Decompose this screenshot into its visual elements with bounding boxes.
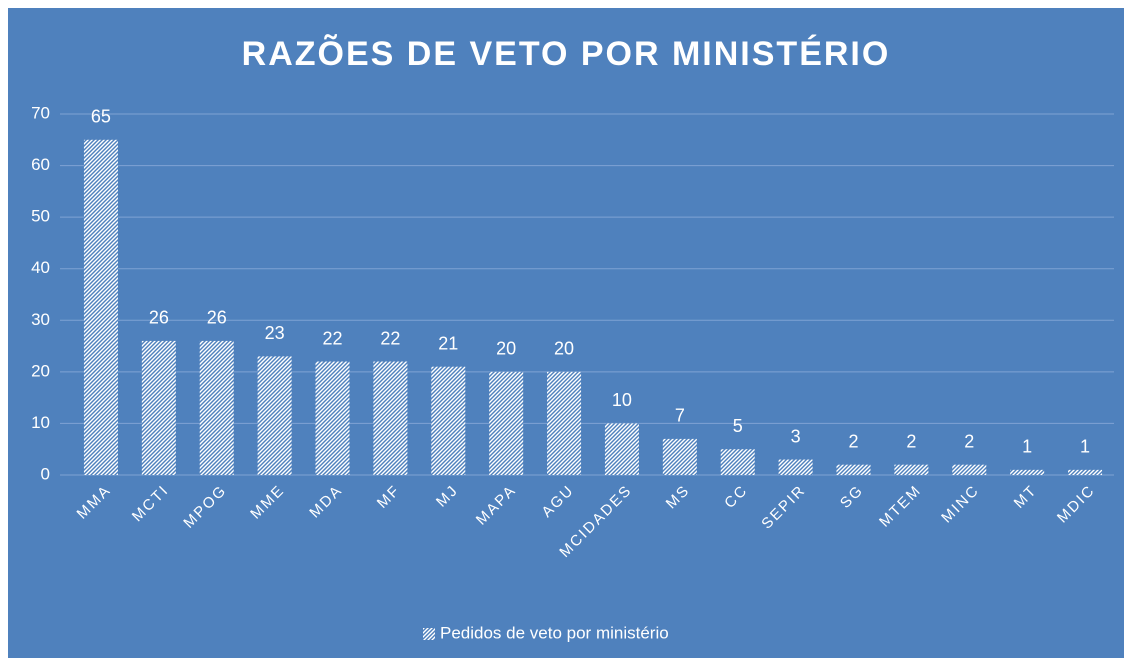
data-label: 26	[149, 308, 169, 328]
bar	[1068, 469, 1103, 475]
data-label: 26	[207, 308, 227, 328]
bar	[894, 464, 929, 475]
data-label: 1	[1022, 437, 1032, 457]
y-tick-label: 70	[31, 103, 50, 122]
bar	[720, 449, 755, 475]
bar	[604, 423, 639, 475]
data-label: 5	[733, 416, 743, 436]
data-label: 10	[612, 390, 632, 410]
bar	[952, 464, 987, 475]
legend-label: Pedidos de veto por ministério	[440, 623, 669, 642]
data-label: 22	[322, 328, 342, 348]
data-label: 2	[848, 431, 858, 451]
bar	[141, 340, 176, 475]
data-label: 2	[906, 431, 916, 451]
y-tick-label: 20	[31, 361, 50, 380]
bar	[778, 459, 813, 475]
data-label: 21	[438, 333, 458, 353]
bar	[373, 361, 408, 475]
data-label: 20	[496, 339, 516, 359]
data-label: 20	[554, 339, 574, 359]
legend-swatch	[423, 628, 435, 640]
y-tick-label: 0	[41, 464, 50, 483]
data-label: 22	[380, 328, 400, 348]
bar	[257, 356, 292, 475]
bar	[836, 464, 871, 475]
bar	[83, 139, 118, 476]
bar	[199, 340, 234, 475]
bar	[315, 361, 350, 475]
y-tick-label: 10	[31, 413, 50, 432]
data-label: 65	[91, 107, 111, 127]
y-tick-label: 60	[31, 155, 50, 174]
data-label: 23	[265, 323, 285, 343]
y-tick-label: 30	[31, 310, 50, 329]
data-label: 3	[791, 426, 801, 446]
data-label: 1	[1080, 437, 1090, 457]
y-tick-label: 50	[31, 207, 50, 226]
bar	[547, 371, 582, 475]
data-label: 7	[675, 406, 685, 426]
y-tick-label: 40	[31, 258, 50, 277]
chart-background	[8, 8, 1124, 658]
data-label: 2	[964, 431, 974, 451]
bar	[431, 366, 466, 475]
bar	[662, 438, 697, 475]
bar	[1010, 469, 1045, 475]
bar	[489, 371, 524, 475]
chart-title: RAZÕES DE VETO POR MINISTÉRIO	[242, 35, 891, 73]
